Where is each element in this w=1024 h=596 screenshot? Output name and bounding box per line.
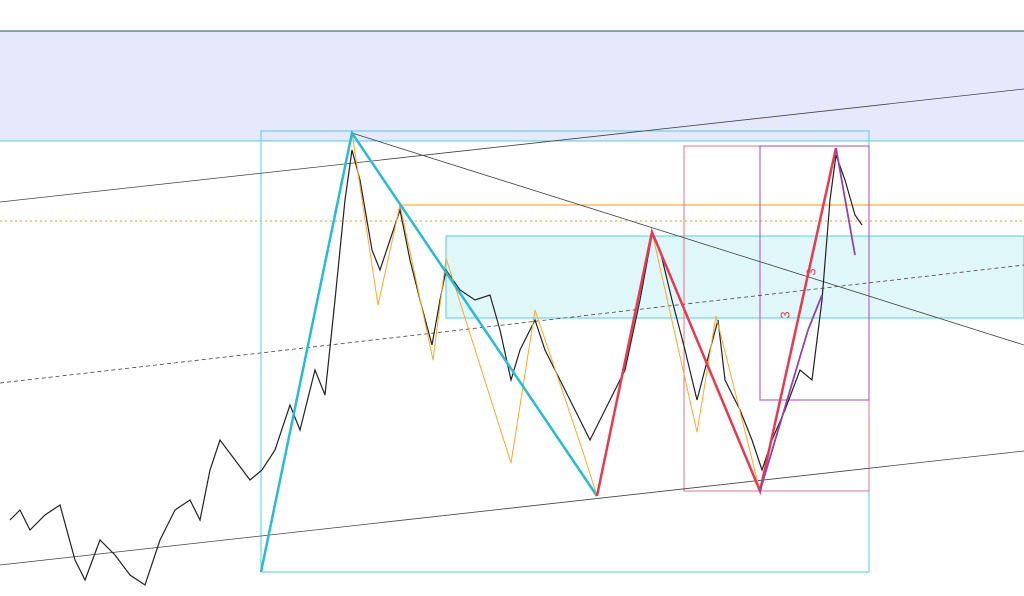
pattern-box bbox=[260, 130, 870, 573]
zigzag-minor bbox=[651, 231, 761, 492]
wave-label: 3 bbox=[803, 268, 818, 275]
zigzag-purple bbox=[759, 294, 823, 492]
price-series bbox=[9, 149, 863, 586]
demand-zone bbox=[445, 235, 1024, 319]
supply-zone bbox=[0, 31, 1024, 141]
wave-label: 3 bbox=[777, 311, 792, 318]
zigzag-pattern bbox=[595, 147, 838, 497]
pattern-box-purple bbox=[759, 145, 870, 401]
trend-line bbox=[351, 132, 1024, 346]
zigzag-minor bbox=[351, 132, 598, 497]
trend-line bbox=[0, 88, 1024, 203]
channel-midline bbox=[0, 264, 1024, 384]
trend-line bbox=[0, 450, 1024, 566]
zigzag-major bbox=[259, 129, 599, 573]
zigzag-purple bbox=[835, 147, 856, 256]
